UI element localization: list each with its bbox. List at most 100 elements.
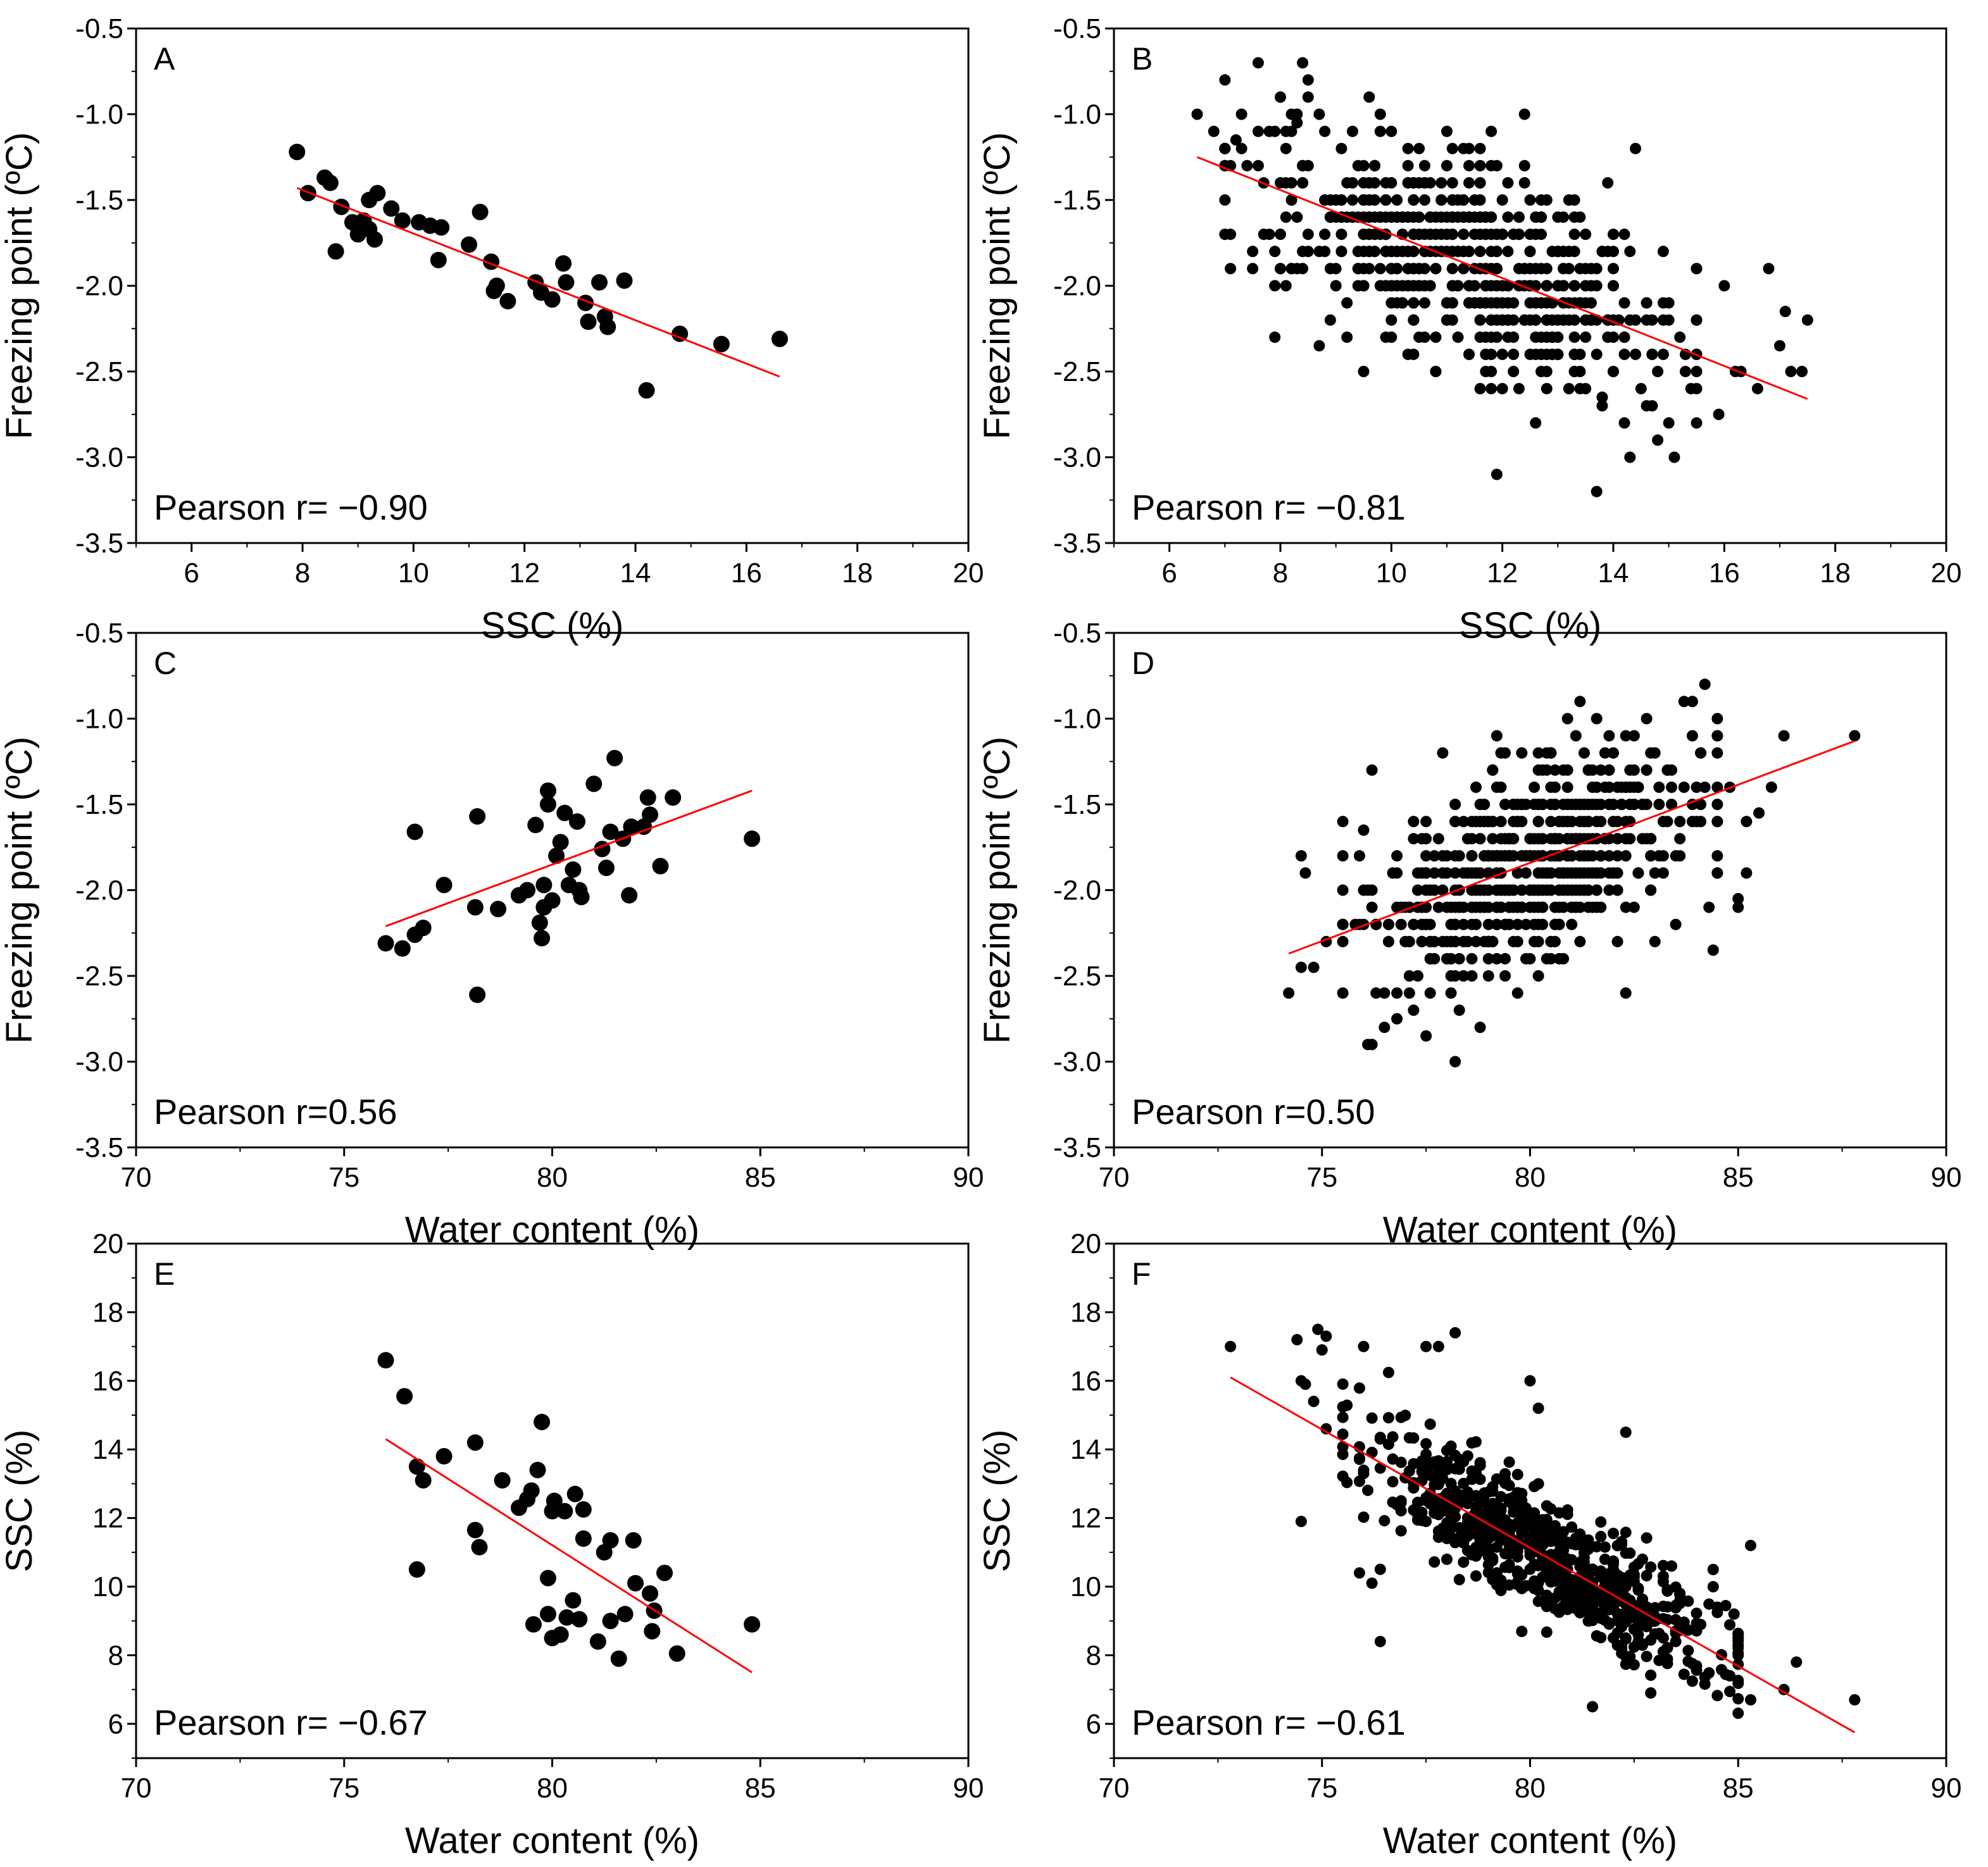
scatter-point — [1529, 918, 1541, 930]
scatter-point — [1695, 747, 1707, 759]
scatter-point — [1432, 833, 1444, 845]
scatter-point — [602, 823, 619, 840]
y-tick-label: -1.5 — [1053, 789, 1101, 820]
scatter-point — [1449, 1056, 1461, 1068]
scatter-point — [1461, 867, 1473, 879]
scatter-point — [1532, 764, 1544, 776]
scatter-point — [585, 775, 603, 792]
scatter-point — [1378, 1514, 1391, 1527]
scatter-point — [1801, 314, 1813, 326]
scatter-point — [1616, 1582, 1628, 1594]
scatter-point — [1445, 1518, 1457, 1530]
scatter-point — [289, 144, 306, 161]
scatter-point — [1482, 935, 1494, 947]
scatter-point — [1413, 228, 1425, 240]
scatter-point — [552, 1626, 569, 1643]
scatter-point — [1499, 952, 1511, 965]
scatter-point — [1337, 987, 1349, 999]
scatter-point — [1628, 901, 1640, 913]
scatter-point — [1678, 781, 1690, 793]
scatter-point — [672, 325, 689, 342]
scatter-point — [1724, 1685, 1736, 1697]
scatter-point — [1516, 1625, 1528, 1637]
scatter-point — [1337, 935, 1349, 947]
scatter-point — [1624, 1547, 1636, 1559]
scatter-point — [1624, 833, 1636, 845]
scatter-point — [1219, 142, 1231, 154]
scatter-point — [1595, 1612, 1607, 1624]
scatter-point — [1532, 1402, 1544, 1414]
scatter-point — [1487, 1481, 1499, 1493]
scatter-point — [1595, 901, 1607, 913]
scatter-point — [1463, 142, 1475, 154]
scatter-point — [1418, 159, 1430, 172]
x-tick-label: 20 — [1931, 558, 1962, 589]
scatter-point — [1599, 1541, 1611, 1553]
scatter-point — [1374, 263, 1386, 275]
scatter-point — [1561, 1553, 1573, 1565]
scatter-point — [1561, 816, 1573, 828]
scatter-point — [1608, 366, 1619, 377]
scatter-point — [1346, 177, 1358, 189]
scatter-point — [1395, 1411, 1407, 1423]
scatter-point — [1499, 799, 1511, 810]
scatter-point — [1566, 1521, 1578, 1533]
scatter-point — [1503, 901, 1515, 913]
scatter-point — [1408, 918, 1420, 930]
scatter-point — [1291, 211, 1303, 223]
scatter-point — [1449, 901, 1461, 913]
scatter-point — [1319, 194, 1331, 206]
y-tick-label: 12 — [1070, 1503, 1101, 1534]
scatter-point — [1513, 383, 1525, 395]
scatter-point — [639, 789, 656, 806]
scatter-point — [1849, 1694, 1861, 1706]
scatter-point — [1420, 816, 1432, 828]
scatter-point — [1561, 833, 1573, 845]
scatter-point — [1587, 1565, 1599, 1577]
scatter-point — [1491, 297, 1503, 309]
scatter-point — [1582, 816, 1594, 828]
scatter-point — [1624, 451, 1636, 463]
y-tick-label: -3.0 — [1053, 442, 1101, 473]
y-tick-label: 12 — [92, 1503, 123, 1534]
scatter-point — [1283, 987, 1295, 999]
scatter-point — [1653, 1628, 1665, 1640]
scatter-point — [1420, 850, 1432, 862]
scatter-point — [1580, 314, 1592, 326]
scatter-point — [1653, 850, 1665, 862]
scatter-point — [1335, 228, 1347, 240]
x-axis-title: SSC (%) — [481, 605, 624, 646]
scatter-point — [1424, 1418, 1436, 1430]
scatter-point — [1582, 1534, 1594, 1546]
scatter-point — [599, 318, 616, 335]
scatter-point — [1353, 1382, 1365, 1394]
scatter-point — [1358, 159, 1370, 172]
scatter-point — [1485, 246, 1497, 258]
scatter-point — [1480, 366, 1492, 377]
scatter-point — [1324, 211, 1336, 223]
scatter-point — [1541, 383, 1553, 395]
scatter-point — [1474, 1535, 1486, 1547]
scatter-point — [1485, 348, 1497, 360]
scatter-point — [1503, 918, 1515, 930]
scatter-point — [1711, 850, 1723, 862]
scatter-point — [1751, 383, 1763, 395]
scatter-point — [1574, 348, 1586, 360]
scatter-point — [1561, 781, 1573, 793]
scatter-point — [1458, 918, 1470, 930]
scatter-point — [1453, 850, 1465, 862]
scatter-point — [1396, 297, 1408, 309]
scatter-point — [1553, 1564, 1565, 1576]
scatter-point — [571, 1611, 588, 1628]
scatter-point — [1230, 134, 1242, 146]
scatter-point — [1461, 935, 1473, 947]
x-tick-label: 75 — [1306, 1162, 1337, 1193]
scatter-point — [1420, 1515, 1432, 1527]
scatter-point — [1208, 125, 1220, 137]
scatter-point — [1570, 1602, 1582, 1614]
scatter-point — [1511, 918, 1523, 930]
y-tick-label: -2.0 — [75, 875, 123, 906]
scatter-point — [1341, 297, 1353, 309]
y-tick-label: -1.5 — [75, 789, 123, 820]
scatter-point — [1508, 1506, 1520, 1518]
